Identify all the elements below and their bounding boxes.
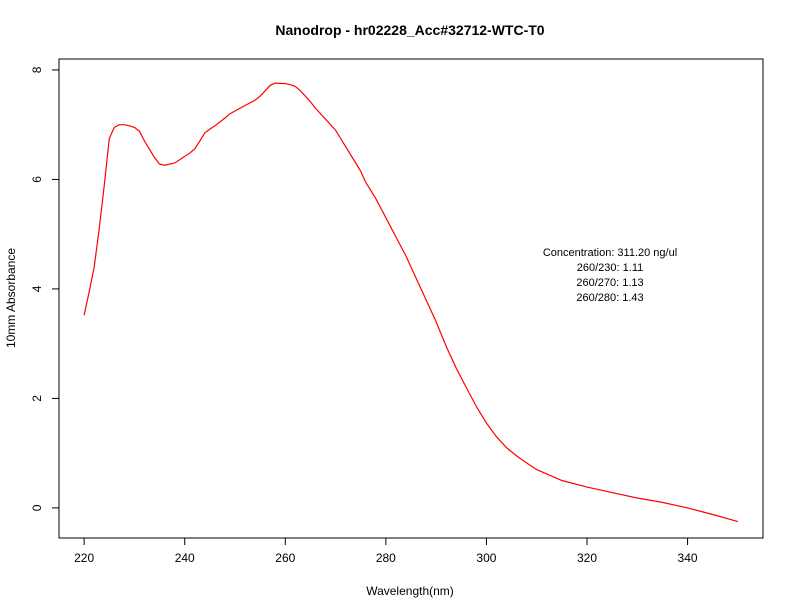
- y-tick-label: 6: [30, 176, 44, 183]
- x-axis: 220 240 260 280 300 320 340: [74, 538, 698, 565]
- y-axis-label: 10mm Absorbance: [4, 248, 18, 348]
- annotation-line: 260/280: 1.43: [576, 292, 643, 304]
- x-tick-label: 340: [678, 551, 698, 565]
- y-axis: 0 2 4 6 8: [30, 66, 59, 511]
- y-tick-label: 4: [30, 285, 44, 292]
- y-tick-label: 2: [30, 395, 44, 402]
- x-tick-label: 320: [577, 551, 597, 565]
- annotation-block: Concentration: 311.20 ng/ul 260/230: 1.11…: [543, 247, 677, 304]
- annotation-line: 260/270: 1.13: [576, 277, 643, 289]
- x-tick-label: 280: [376, 551, 396, 565]
- y-tick-label: 0: [30, 504, 44, 511]
- absorbance-line: [83, 82, 739, 523]
- annotation-line: Concentration: 311.20 ng/ul: [543, 247, 677, 259]
- x-tick-label: 300: [476, 551, 496, 565]
- chart-title: Nanodrop - hr02228_Acc#32712-WTC-T0: [275, 22, 544, 38]
- x-tick-label: 260: [275, 551, 295, 565]
- x-tick-label: 220: [74, 551, 94, 565]
- annotation-line: 260/230: 1.11: [577, 262, 643, 274]
- plot-frame: [58, 58, 764, 539]
- x-tick-label: 240: [175, 551, 195, 565]
- y-tick-label: 8: [30, 66, 44, 73]
- x-axis-label: Wavelength(nm): [366, 584, 454, 598]
